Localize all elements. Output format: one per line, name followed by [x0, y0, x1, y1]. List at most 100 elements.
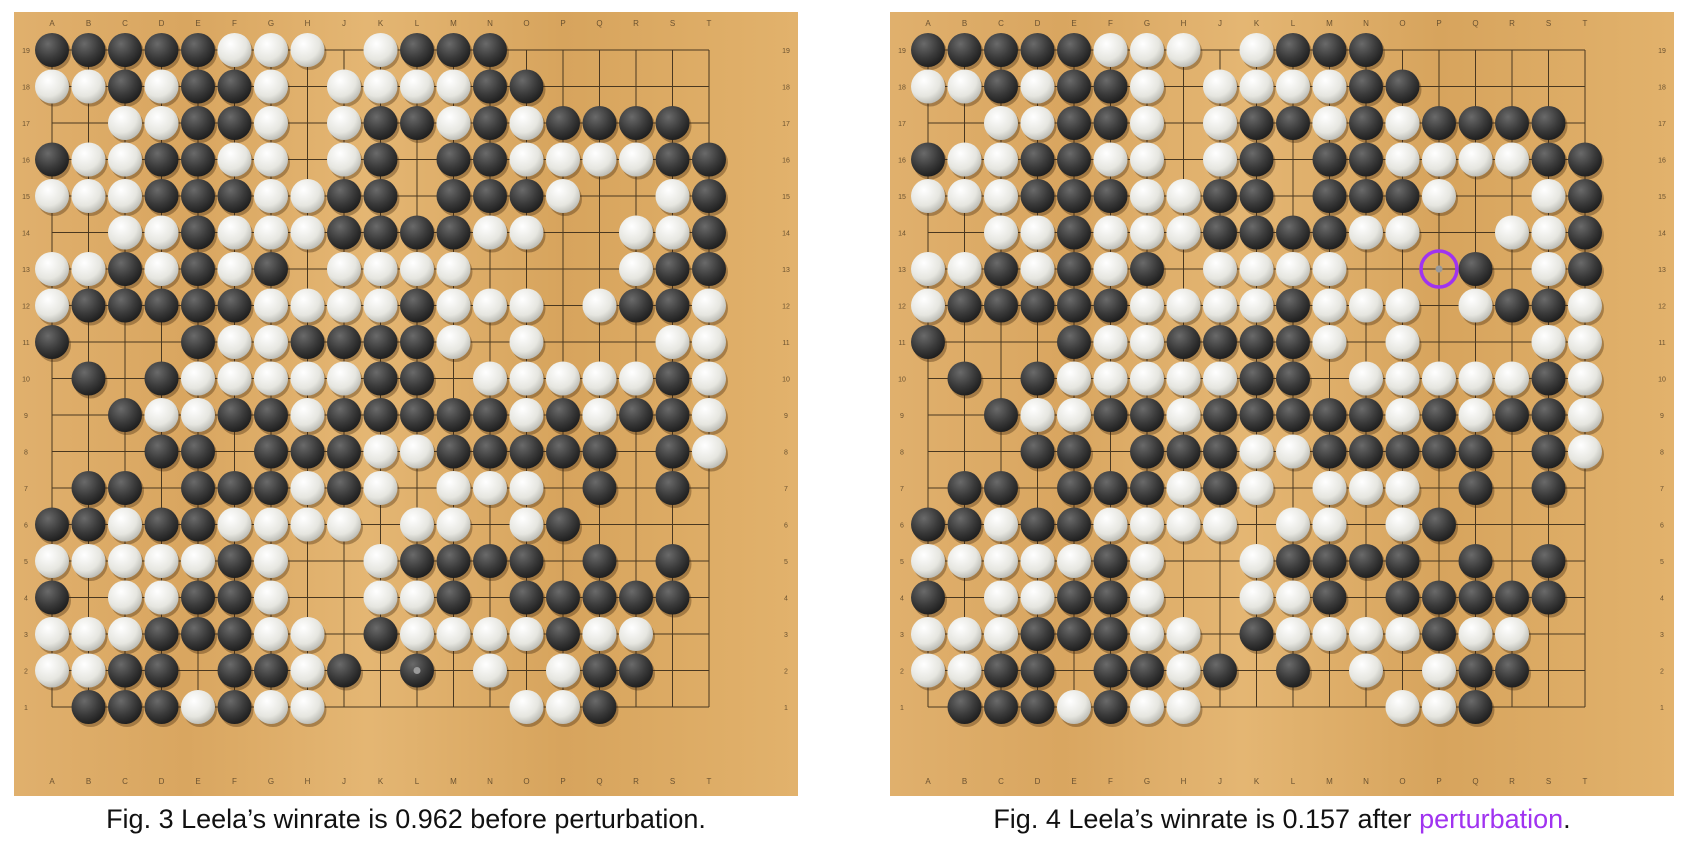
white-stone [217, 507, 252, 542]
black-stone [181, 580, 215, 615]
white-stone [1531, 215, 1566, 250]
black-stone [1093, 398, 1128, 432]
black-stone [35, 325, 69, 359]
black-stone [71, 288, 106, 323]
white-stone [363, 252, 398, 286]
black-stone [473, 69, 507, 104]
row-label: 13 [898, 267, 906, 274]
white-stone [473, 617, 507, 651]
white-stone [1239, 252, 1274, 286]
black-stone [692, 215, 726, 250]
black-stone [1312, 434, 1347, 469]
black-stone [71, 690, 106, 724]
row-label: 5 [900, 559, 904, 566]
white-stone [1203, 507, 1237, 542]
column-label: P [560, 19, 565, 28]
black-stone [181, 33, 215, 67]
black-stone [363, 215, 398, 250]
column-label: O [523, 19, 529, 28]
white-stone [254, 215, 288, 250]
white-stone [144, 215, 179, 250]
row-label: 3 [24, 632, 28, 639]
column-label: R [1509, 777, 1515, 786]
black-stone [1276, 288, 1310, 323]
column-label: C [122, 19, 128, 28]
white-stone [1349, 288, 1383, 323]
black-stone [1276, 361, 1310, 396]
black-stone [1495, 580, 1529, 615]
white-stone [692, 398, 726, 432]
row-label: 1 [1660, 705, 1664, 712]
black-stone [217, 617, 252, 651]
white-stone [217, 325, 252, 359]
white-stone [1568, 325, 1602, 359]
black-stone [254, 252, 288, 286]
black-stone [327, 434, 361, 469]
white-stone [108, 507, 142, 542]
black-stone [144, 361, 179, 396]
black-stone [1349, 398, 1383, 432]
white-stone [181, 690, 215, 724]
white-stone [35, 69, 69, 104]
white-stone [947, 653, 982, 688]
black-stone [1312, 142, 1347, 177]
white-stone [1385, 398, 1420, 432]
white-stone [1020, 580, 1055, 615]
white-stone [181, 398, 215, 432]
black-stone [1531, 398, 1566, 432]
white-stone [1349, 653, 1383, 688]
white-stone [911, 288, 945, 323]
white-stone [1312, 252, 1347, 286]
white-stone [290, 653, 325, 688]
white-stone [254, 288, 288, 323]
row-label: 5 [24, 559, 28, 566]
black-stone [1239, 106, 1274, 140]
column-label: A [925, 777, 931, 786]
white-stone [327, 288, 361, 323]
white-stone [911, 617, 945, 651]
row-label: 3 [1660, 632, 1664, 639]
black-stone [1312, 398, 1347, 432]
black-stone [1312, 33, 1347, 67]
white-stone [327, 142, 361, 177]
white-stone [1093, 142, 1128, 177]
row-label: 5 [784, 559, 788, 566]
white-stone [619, 617, 653, 651]
white-stone [436, 252, 471, 286]
white-stone [473, 471, 507, 505]
white-stone [1020, 544, 1055, 578]
white-stone [400, 434, 434, 469]
white-stone [1020, 398, 1055, 432]
black-stone [327, 653, 361, 688]
white-stone [35, 288, 69, 323]
white-stone [290, 361, 325, 396]
white-stone [911, 252, 945, 286]
black-stone [1495, 398, 1529, 432]
white-stone [509, 617, 544, 651]
white-stone [35, 544, 69, 578]
white-stone [1495, 215, 1529, 250]
perturbation-ring [1419, 249, 1459, 289]
white-stone [619, 142, 653, 177]
column-label: F [232, 777, 237, 786]
black-stone [582, 653, 617, 688]
white-stone [546, 653, 580, 688]
white-stone [1568, 361, 1602, 396]
white-stone [217, 215, 252, 250]
white-stone [1239, 69, 1274, 104]
black-stone [400, 288, 434, 323]
black-stone [363, 106, 398, 140]
figure-4-caption: Fig. 4 Leela’s winrate is 0.157 after pe… [890, 804, 1674, 835]
black-stone [947, 507, 982, 542]
black-stone [1020, 690, 1055, 724]
column-label: J [342, 19, 346, 28]
black-stone [1057, 69, 1091, 104]
column-label: J [342, 777, 346, 786]
black-stone [655, 580, 690, 615]
black-stone [181, 179, 215, 213]
black-stone [1057, 325, 1091, 359]
column-label: A [49, 777, 55, 786]
last-move-marker [413, 667, 421, 674]
black-stone [1531, 361, 1566, 396]
column-label: S [670, 777, 675, 786]
